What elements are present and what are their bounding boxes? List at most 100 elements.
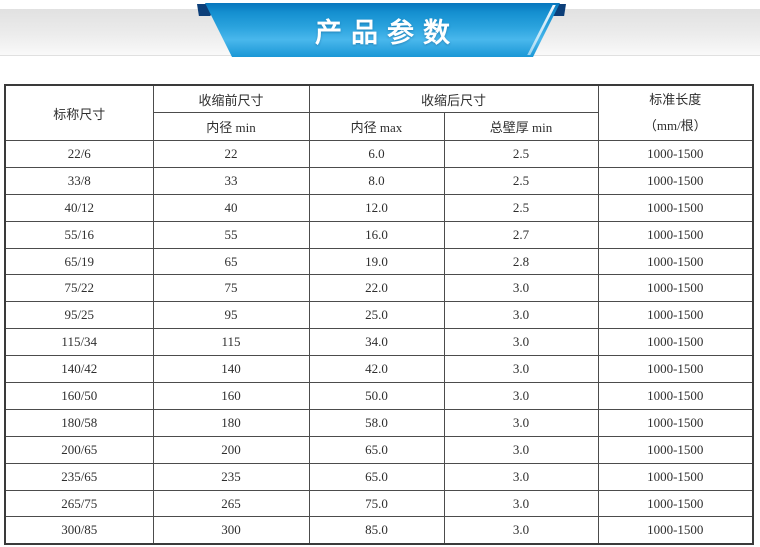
table-cell: 34.0 <box>308 328 445 357</box>
table-cell: 65.0 <box>308 462 445 491</box>
table-row: 95/25 95 25.0 3.0 1000-1500 <box>4 301 754 330</box>
table-cell: 75/22 <box>4 274 154 303</box>
banner-trapezoid: 产品参数 <box>205 3 560 57</box>
table-cell: 3.0 <box>443 355 599 384</box>
table-cell: 1000-1500 <box>597 355 754 384</box>
table-cell: 95/25 <box>4 301 154 330</box>
table-cell: 40 <box>152 193 310 222</box>
table-cell: 1000-1500 <box>597 408 754 437</box>
table-cell: 16.0 <box>308 220 445 249</box>
header-after-shrink: 收缩后尺寸 <box>308 84 599 113</box>
table-cell: 65/19 <box>4 247 154 276</box>
table-cell: 3.0 <box>443 435 599 464</box>
table-row: 160/50 160 50.0 3.0 1000-1500 <box>4 382 754 410</box>
table-cell: 22/6 <box>4 140 154 168</box>
table-cell: 40/12 <box>4 193 154 222</box>
header-inner-diameter-max: 内径 max <box>308 112 445 141</box>
table-cell: 2.5 <box>443 166 599 195</box>
table-cell: 2.8 <box>443 247 599 276</box>
table-cell: 95 <box>152 301 310 330</box>
table-cell: 2.5 <box>443 193 599 222</box>
table-row: 180/58 180 58.0 3.0 1000-1500 <box>4 408 754 437</box>
table-cell: 3.0 <box>443 274 599 303</box>
header-row-2: 内径 min 内径 max 总壁厚 min <box>5 112 753 141</box>
table-cell: 235/65 <box>4 462 154 491</box>
table-cell: 42.0 <box>308 355 445 384</box>
table-row: 65/19 65 19.0 2.8 1000-1500 <box>4 247 754 276</box>
table-row: 200/65 200 65.0 3.0 1000-1500 <box>4 435 754 464</box>
table-cell: 55 <box>152 220 310 249</box>
header-standard-length-unit: （mm/根） <box>643 118 707 133</box>
table-cell: 55/16 <box>4 220 154 249</box>
table-row: 40/12 40 12.0 2.5 1000-1500 <box>4 193 754 222</box>
table-row: 140/42 140 42.0 3.0 1000-1500 <box>4 355 754 384</box>
header-standard-length: 标准长度 （mm/根） <box>597 84 754 141</box>
table-cell: 160 <box>152 382 310 410</box>
table-cell: 180/58 <box>4 408 154 437</box>
table-cell: 50.0 <box>308 382 445 410</box>
table-row: 55/16 55 16.0 2.7 1000-1500 <box>4 220 754 249</box>
table-cell: 200 <box>152 435 310 464</box>
table-cell: 85.0 <box>308 516 445 545</box>
table-cell: 19.0 <box>308 247 445 276</box>
table-cell: 1000-1500 <box>597 489 754 518</box>
table-cell: 33 <box>152 166 310 195</box>
table-cell: 235 <box>152 462 310 491</box>
table-cell: 2.7 <box>443 220 599 249</box>
table-cell: 1000-1500 <box>597 301 754 330</box>
table-cell: 1000-1500 <box>597 328 754 357</box>
table-cell: 25.0 <box>308 301 445 330</box>
table-row: 265/75 265 75.0 3.0 1000-1500 <box>4 489 754 518</box>
table-cell: 140 <box>152 355 310 384</box>
table-cell: 6.0 <box>308 140 445 168</box>
table-cell: 140/42 <box>4 355 154 384</box>
table-cell: 115 <box>152 328 310 357</box>
table-cell: 1000-1500 <box>597 462 754 491</box>
banner: 产品参数 <box>0 0 760 60</box>
page-title: 产品参数 <box>315 17 459 48</box>
table-cell: 180 <box>152 408 310 437</box>
table-row: 300/85 300 85.0 3.0 1000-1500 <box>4 516 754 545</box>
table-body: 22/6 22 6.0 2.5 1000-1500 33/8 33 8.0 2.5 1000-15… <box>4 140 754 545</box>
header-nominal-size: 标称尺寸 <box>4 84 154 141</box>
table-cell: 3.0 <box>443 328 599 357</box>
table-cell: 1000-1500 <box>597 247 754 276</box>
table-cell: 3.0 <box>443 382 599 410</box>
header-inner-diameter-min: 内径 min <box>152 112 310 141</box>
product-parameters-table: 标称尺寸 收缩前尺寸 收缩后尺寸 标准长度 （mm/根） 内径 min 内径 m… <box>4 84 755 546</box>
table-cell: 65 <box>152 247 310 276</box>
header-before-shrink: 收缩前尺寸 <box>152 84 310 113</box>
table-cell: 300/85 <box>4 516 154 545</box>
header-row-1: 标称尺寸 收缩前尺寸 收缩后尺寸 标准长度 （mm/根） <box>4 84 754 141</box>
table-cell: 3.0 <box>443 408 599 437</box>
table-cell: 265 <box>152 489 310 518</box>
table-cell: 1000-1500 <box>597 220 754 249</box>
table-cell: 65.0 <box>308 435 445 464</box>
table-row: 235/65 235 65.0 3.0 1000-1500 <box>4 462 754 491</box>
table-cell: 33/8 <box>4 166 154 195</box>
table-cell: 3.0 <box>443 301 599 330</box>
table-cell: 1000-1500 <box>597 516 754 545</box>
table-cell: 2.5 <box>443 140 599 168</box>
header-standard-length-title: 标准长度 <box>649 92 702 107</box>
table-cell: 22.0 <box>308 274 445 303</box>
table-cell: 3.0 <box>443 489 599 518</box>
table-row: 115/34 115 34.0 3.0 1000-1500 <box>4 328 754 357</box>
table-cell: 1000-1500 <box>597 140 754 168</box>
banner-ribbon: 产品参数 <box>197 3 566 57</box>
table-cell: 1000-1500 <box>597 274 754 303</box>
table-cell: 75.0 <box>308 489 445 518</box>
table-cell: 160/50 <box>4 382 154 410</box>
table-cell: 1000-1500 <box>597 193 754 222</box>
table-cell: 12.0 <box>308 193 445 222</box>
header-wall-thickness-min: 总壁厚 min <box>443 112 599 141</box>
table-cell: 1000-1500 <box>597 166 754 195</box>
table-cell: 75 <box>152 274 310 303</box>
table-cell: 1000-1500 <box>597 435 754 464</box>
table-cell: 8.0 <box>308 166 445 195</box>
table-row: 22/6 22 6.0 2.5 1000-1500 <box>4 140 754 168</box>
table-header: 标称尺寸 收缩前尺寸 收缩后尺寸 标准长度 （mm/根） 内径 min 内径 m… <box>4 84 754 141</box>
table-cell: 300 <box>152 516 310 545</box>
table-cell: 115/34 <box>4 328 154 357</box>
